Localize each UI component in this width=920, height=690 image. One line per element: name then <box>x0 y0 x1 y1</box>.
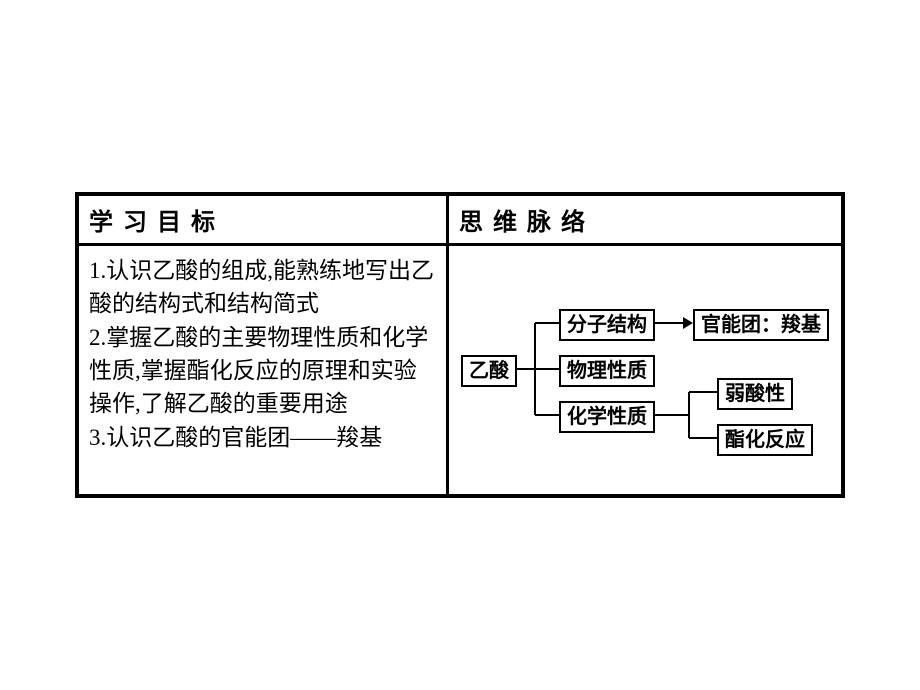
node-leaf2: 弱酸性 <box>717 378 793 410</box>
goal-3: 3.认识乙酸的官能团——羧基 <box>89 421 436 454</box>
main-table: 学习目标 思维脉络 1.认识乙酸的组成,能熟练地写出乙酸的结构式和结构简式 2.… <box>75 192 845 498</box>
node-n3: 化学性质 <box>559 401 655 433</box>
body-row: 1.认识乙酸的组成,能熟练地写出乙酸的结构式和结构简式 2.掌握乙酸的主要物理性… <box>79 246 841 494</box>
node-leaf1: 官能团：羧基 <box>693 309 829 341</box>
connector-line <box>655 322 685 324</box>
node-n1: 分子结构 <box>559 309 655 341</box>
connector-line <box>689 391 717 393</box>
connector-line <box>517 368 535 370</box>
node-leaf3: 酯化反应 <box>717 424 813 456</box>
header-left: 学习目标 <box>79 196 449 246</box>
header-right: 思维脉络 <box>449 196 841 246</box>
goal-1: 1.认识乙酸的组成,能熟练地写出乙酸的结构式和结构简式 <box>89 254 436 321</box>
connector-line <box>655 414 689 416</box>
header-row: 学习目标 思维脉络 <box>79 196 841 246</box>
connector-line <box>535 414 559 416</box>
diagram-cell: 乙酸 分子结构物理性质化学性质 官能团：羧基弱酸性酯化反应 <box>449 246 841 494</box>
concept-tree: 乙酸 分子结构物理性质化学性质 官能团：羧基弱酸性酯化反应 <box>457 254 833 484</box>
arrow-right-icon <box>683 317 693 329</box>
connector-line <box>689 437 717 439</box>
connector-line <box>535 322 559 324</box>
goal-2: 2.掌握乙酸的主要物理性质和化学性质,掌握酯化反应的原理和实验操作,了解乙酸的重… <box>89 321 436 421</box>
goals-cell: 1.认识乙酸的组成,能熟练地写出乙酸的结构式和结构简式 2.掌握乙酸的主要物理性… <box>79 246 449 494</box>
node-root: 乙酸 <box>461 355 517 387</box>
connector-line <box>688 392 690 438</box>
node-n2: 物理性质 <box>559 355 655 387</box>
connector-line <box>535 368 559 370</box>
